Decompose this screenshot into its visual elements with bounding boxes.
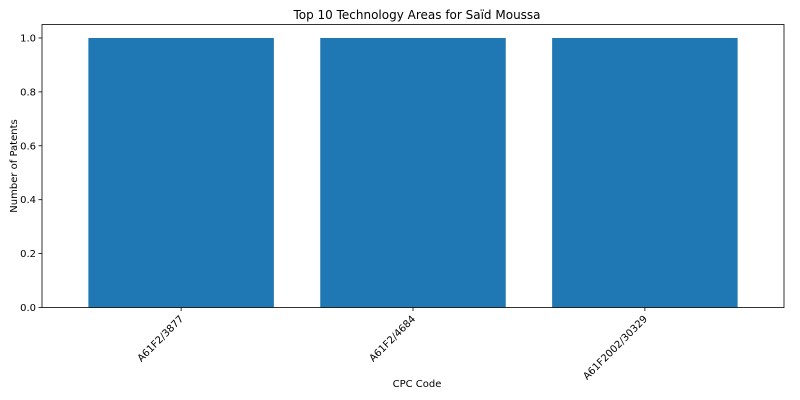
x-axis-ticks: A61F2/3877 A61F2/4684 A61F2002/30329: [136, 308, 650, 383]
y-tick-label: 1.0: [20, 33, 36, 44]
bar-A61F2/3877: [88, 38, 274, 308]
y-axis-ticks: 0.0 0.2 0.4 0.6 0.8 1.0: [20, 33, 42, 314]
y-tick-label: 0.4: [20, 195, 36, 206]
chart-title: Top 10 Technology Areas for Saïd Moussa: [292, 8, 540, 22]
bar-A61F2/4684: [320, 38, 506, 308]
x-tick-label: A61F2/4684: [368, 314, 419, 365]
x-tick-label: A61F2/3877: [136, 314, 187, 365]
y-tick-label: 0.2: [20, 249, 36, 260]
x-axis-label: CPC Code: [393, 379, 442, 390]
bar-A61F2002/30329: [552, 38, 738, 308]
y-axis-label: Number of Patents: [9, 119, 20, 212]
x-tick-label: A61F2002/30329: [581, 314, 650, 383]
y-tick-label: 0.8: [20, 87, 36, 98]
y-tick-label: 0.6: [20, 141, 36, 152]
bars-group: [88, 38, 737, 308]
y-tick-label: 0.0: [20, 303, 36, 314]
